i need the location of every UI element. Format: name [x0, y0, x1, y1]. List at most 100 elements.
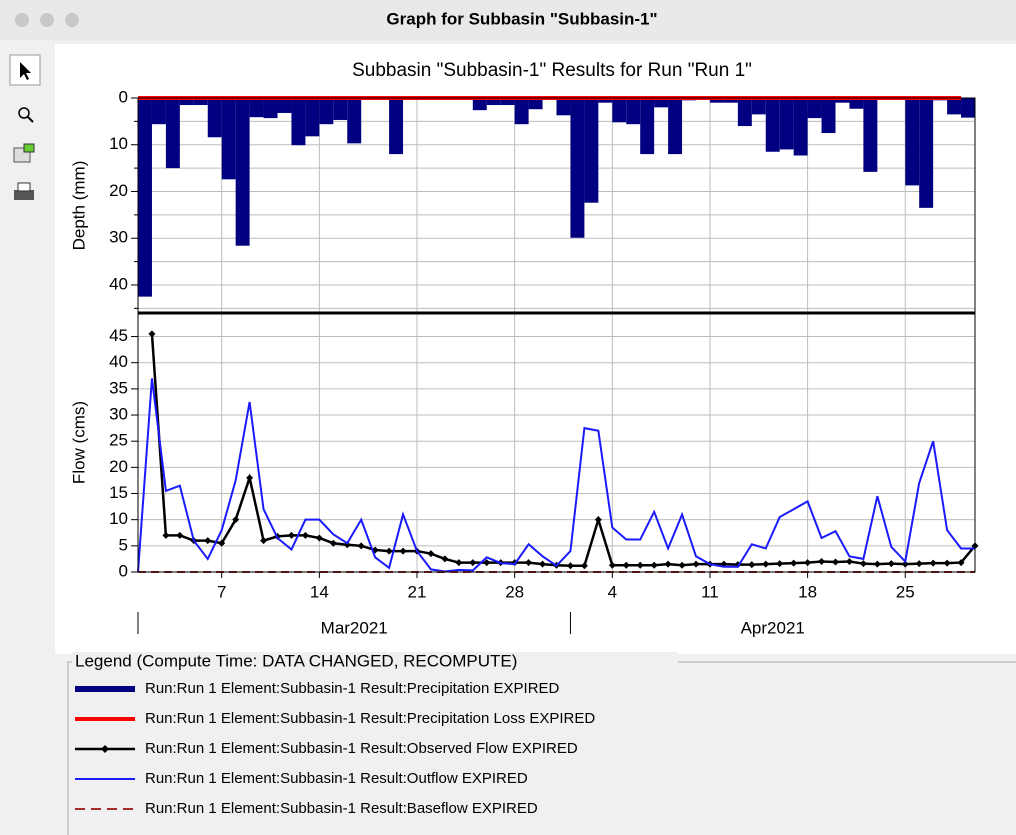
bar: [277, 98, 292, 113]
point-marker: [594, 516, 602, 524]
y-tick-label: 0: [119, 561, 128, 580]
point-marker: [301, 531, 309, 539]
bar: [709, 98, 724, 103]
point-marker: [762, 560, 770, 568]
bar: [835, 98, 850, 103]
chart-title: Subbasin "Subbasin-1" Results for Run "R…: [352, 60, 752, 81]
legend-label: Run:Run 1 Element:Subbasin-1 Result:Outf…: [145, 770, 528, 787]
zoom-tool[interactable]: [18, 107, 34, 123]
bar: [305, 98, 320, 137]
y-tick-label: 15: [109, 483, 128, 502]
bar: [849, 98, 864, 109]
y-tick-label: 0: [119, 87, 128, 106]
bar: [961, 98, 975, 118]
window-title: Graph for Subbasin "Subbasin-1": [386, 9, 657, 28]
y-tick-label: 30: [109, 405, 128, 424]
point-marker: [929, 559, 937, 567]
bar: [165, 98, 180, 169]
point-marker: [692, 560, 700, 568]
y-tick-label: 20: [109, 457, 128, 476]
point-marker: [525, 559, 533, 567]
legend-label: Run:Run 1 Element:Subbasin-1 Result:Base…: [145, 800, 538, 817]
point-marker: [748, 561, 756, 569]
bar: [389, 98, 404, 155]
point-marker: [622, 561, 630, 569]
point-marker: [246, 474, 254, 482]
point-marker: [901, 560, 909, 568]
point-marker: [845, 558, 853, 566]
bar: [263, 98, 278, 119]
y-axis-label: Depth (mm): [69, 161, 88, 251]
point-marker: [441, 555, 449, 563]
bar: [626, 98, 641, 125]
bar: [668, 98, 683, 155]
x-tick-label: 14: [310, 582, 329, 601]
plot-area: [138, 313, 975, 572]
legend-label: Run:Run 1 Element:Subbasin-1 Result:Prec…: [145, 680, 560, 697]
y-tick-label: 45: [109, 326, 128, 345]
print-tool[interactable]: [14, 182, 34, 200]
point-marker: [218, 539, 226, 547]
bar: [779, 98, 794, 150]
point-marker: [650, 561, 658, 569]
point-marker: [232, 516, 240, 524]
x-tick-label: 18: [798, 582, 817, 601]
bar: [221, 98, 236, 180]
minimize-button[interactable]: [40, 13, 54, 27]
point-marker: [873, 560, 881, 568]
bar: [347, 98, 362, 144]
bar: [821, 98, 836, 134]
y-tick-label: 20: [109, 181, 128, 200]
x-tick-label: 25: [896, 582, 915, 601]
bar: [863, 98, 878, 172]
point-marker: [287, 531, 295, 539]
legend-label: Run:Run 1 Element:Subbasin-1 Result:Obse…: [145, 740, 578, 757]
bar: [751, 98, 766, 115]
zoom-button[interactable]: [65, 13, 79, 27]
bar: [793, 98, 808, 156]
close-button[interactable]: [15, 13, 29, 27]
bar: [570, 98, 585, 238]
point-marker: [329, 539, 337, 547]
bar: [654, 98, 669, 108]
point-marker: [566, 562, 574, 570]
y-tick-label: 35: [109, 378, 128, 397]
bar: [514, 98, 529, 125]
point-marker: [804, 559, 812, 567]
bar: [291, 98, 306, 146]
y-tick-label: 40: [109, 274, 128, 293]
point-marker: [162, 531, 170, 539]
bar: [151, 98, 166, 125]
bar: [235, 98, 250, 246]
bar: [193, 98, 208, 106]
point-marker: [664, 560, 672, 568]
bar: [472, 98, 487, 111]
series-line: [137, 378, 975, 573]
legend-title-bg: [72, 652, 678, 672]
bar: [207, 98, 222, 138]
bar: [919, 98, 934, 208]
y-tick-label: 25: [109, 431, 128, 450]
y-tick-label: 30: [109, 228, 128, 247]
arrow-icon: [20, 62, 31, 80]
bar: [807, 98, 822, 119]
point-marker: [678, 561, 686, 569]
bar: [723, 98, 738, 103]
bar: [612, 98, 627, 123]
bar: [584, 98, 599, 203]
bar: [765, 98, 780, 152]
bar: [249, 98, 264, 118]
point-marker: [636, 561, 644, 569]
bar: [319, 98, 334, 125]
point-marker: [399, 547, 407, 555]
x-tick-label: 11: [701, 582, 719, 601]
point-marker: [148, 330, 156, 338]
bar: [138, 98, 152, 297]
select-tool[interactable]: [9, 54, 41, 86]
point-marker: [539, 560, 547, 568]
legend-title: Legend (Compute Time: DATA CHANGED, RECO…: [75, 651, 517, 670]
x-tick-label: 7: [217, 582, 226, 601]
bar: [905, 98, 920, 186]
properties-tool[interactable]: [13, 143, 35, 163]
